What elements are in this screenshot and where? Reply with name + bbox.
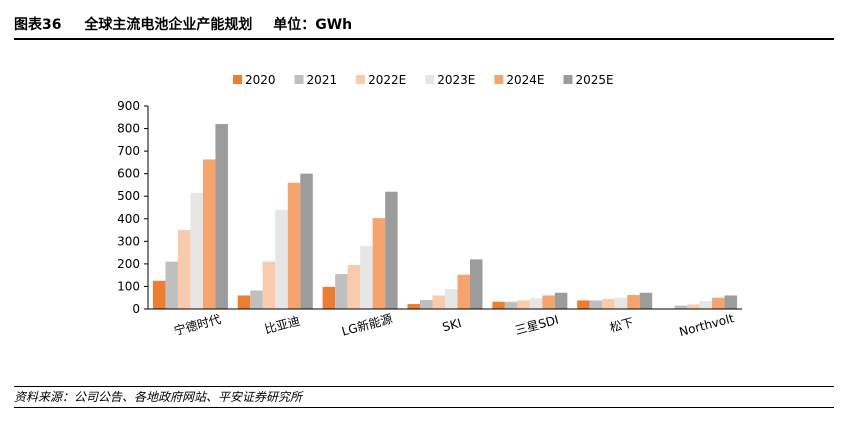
x-category-label: 比亚迪: [263, 314, 301, 337]
bar: [602, 298, 615, 309]
bar: [457, 274, 470, 309]
bar: [542, 295, 555, 309]
chart-title: 全球主流电池企业产能规划: [84, 17, 253, 33]
bar: [215, 124, 228, 310]
legend-label: 2021: [307, 73, 338, 87]
bar: [699, 301, 713, 309]
bar: [445, 289, 458, 309]
bar: [347, 265, 361, 309]
bar: [360, 245, 373, 309]
bar: [177, 230, 191, 309]
bar: [250, 290, 263, 309]
bar: [275, 209, 288, 309]
y-tick-label: 100: [117, 279, 140, 293]
y-tick-label: 0: [132, 302, 140, 316]
bar: [300, 173, 313, 309]
bar: [639, 292, 653, 309]
bar: [492, 301, 505, 309]
bar: [152, 280, 166, 309]
bar: [529, 298, 543, 309]
legend-label: 2020: [245, 73, 276, 87]
bar: [589, 300, 603, 309]
bar: [614, 297, 628, 309]
x-category-label: 三星SDI: [514, 313, 561, 338]
legend-swatch: [425, 75, 435, 84]
bar: [237, 295, 251, 309]
y-tick-label: 700: [117, 144, 140, 158]
bar: [165, 261, 178, 309]
legend-swatch: [294, 75, 304, 84]
y-tick-label: 900: [117, 99, 140, 113]
chart-legend: 2020 2021 2022E 2023E 2024E 2025E: [233, 73, 614, 87]
legend-label: 2022E: [368, 73, 406, 87]
bar: [190, 192, 203, 309]
chart-unit: 单位：GWh: [273, 17, 353, 33]
y-tick-label: 200: [117, 257, 140, 271]
y-tick-label: 500: [117, 189, 140, 203]
bar: [712, 297, 725, 309]
y-tick-label: 800: [117, 122, 140, 136]
y-tick-label: 600: [117, 167, 140, 181]
bar: [385, 191, 398, 309]
bar: [202, 159, 216, 309]
bar: [407, 304, 420, 309]
x-axis: 宁德时代 比亚迪 LG新能源 SKI 三星SDI 松下 Northvolt: [148, 308, 742, 339]
bar: [287, 182, 301, 309]
bar: [432, 295, 445, 309]
y-tick-label: 400: [117, 212, 140, 226]
x-category-label: 松下: [608, 315, 635, 335]
x-category-label: Northvolt: [678, 311, 736, 339]
legend-swatch: [356, 75, 366, 84]
bar: [577, 300, 590, 309]
legend-swatch: [494, 75, 504, 84]
bar: [372, 218, 386, 309]
legend-label: 2023E: [437, 73, 475, 87]
legend-label: 2025E: [575, 73, 613, 87]
bar: [687, 304, 700, 309]
bar: [627, 295, 640, 309]
x-category-label: 宁德时代: [172, 311, 222, 338]
bar: [674, 305, 688, 309]
bar-series: [152, 124, 738, 310]
legend-label: 2024E: [506, 73, 544, 87]
y-tick-label: 300: [117, 234, 140, 248]
bar: [517, 300, 530, 309]
figure-title-bar: 图表36 全球主流电池企业产能规划 单位：GWh: [14, 14, 834, 40]
bar: [724, 295, 738, 309]
bar: [420, 299, 433, 309]
x-category-label: LG新能源: [340, 311, 394, 339]
y-axis: 0 100 200 300 400 500 600 700 800 900: [117, 99, 149, 316]
bar: [504, 301, 518, 309]
x-category-label: SKI: [441, 316, 463, 334]
bar: [335, 274, 348, 309]
source-note: 资料来源：公司公告、各地政府网站、平安证券研究所: [14, 386, 834, 408]
bar: [262, 261, 276, 309]
figure-number: 图表36: [14, 17, 62, 33]
source-text: 资料来源：公司公告、各地政府网站、平安证券研究所: [14, 390, 303, 404]
legend-swatch: [233, 75, 242, 84]
bar: [554, 292, 568, 309]
legend-swatch: [563, 75, 573, 84]
bar: [322, 286, 336, 309]
bar: [470, 259, 483, 309]
